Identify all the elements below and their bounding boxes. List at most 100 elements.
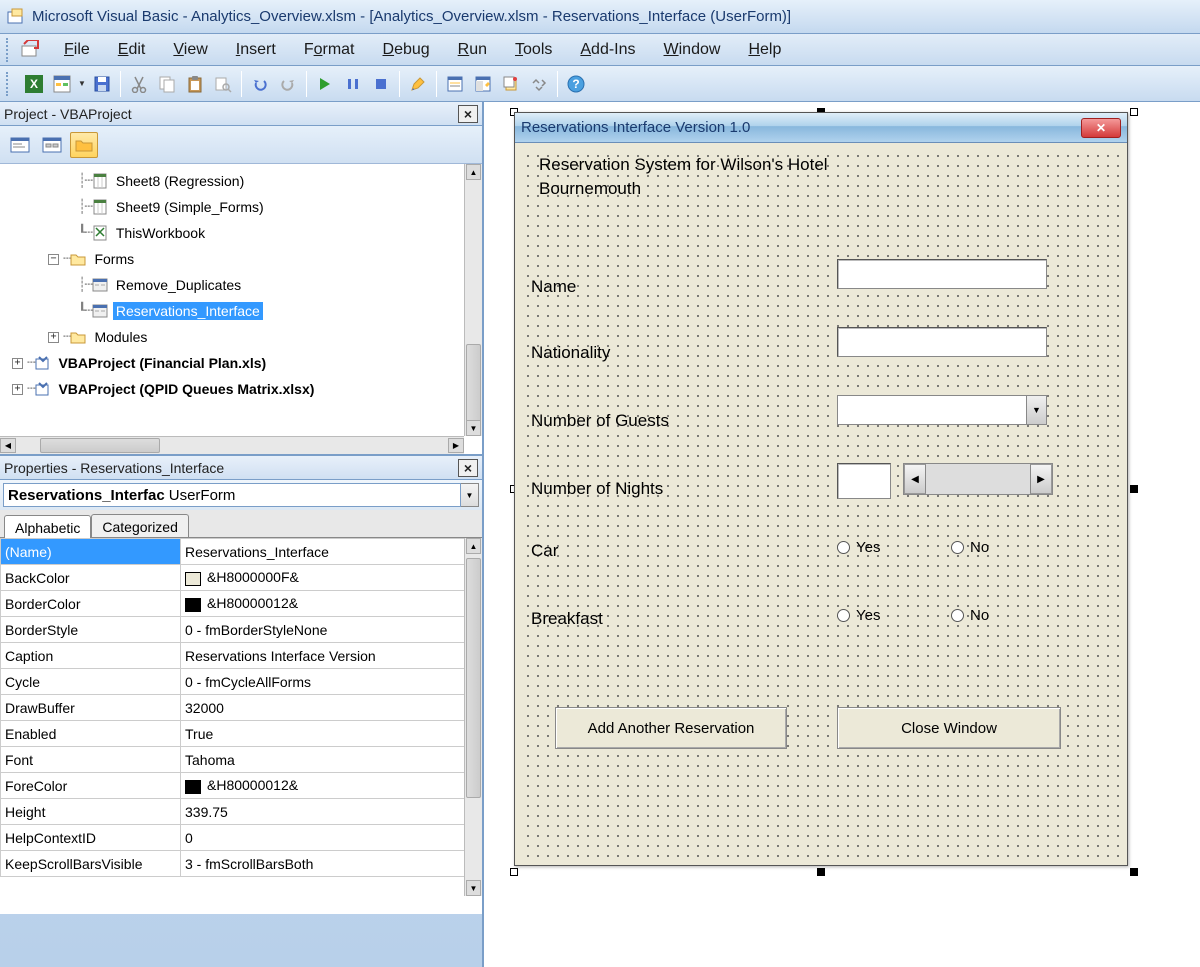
prop-value[interactable]: Tahoma [181,747,482,773]
menu-format[interactable]: Format [290,37,369,63]
chevron-down-icon[interactable]: ▼ [1026,396,1046,424]
prop-key[interactable]: Caption [1,643,181,669]
add-reservation-button[interactable]: Add Another Reservation [555,707,787,749]
design-mode-icon[interactable] [405,71,431,97]
prop-key[interactable]: KeepScrollBarsVisible [1,851,181,877]
properties-window-icon[interactable] [470,71,496,97]
run-icon[interactable] [312,71,338,97]
radio-car-yes[interactable]: Yes [837,539,880,556]
prop-key[interactable]: Enabled [1,721,181,747]
tree-item-thisworkbook[interactable]: ThisWorkbook [113,224,208,242]
prop-value[interactable]: &H8000000F& [181,565,482,591]
tree-item-reservations-interface[interactable]: Reservations_Interface [113,302,263,320]
paste-icon[interactable] [182,71,208,97]
tree-item-financial-plan[interactable]: VBAProject (Financial Plan.xls) [55,354,269,372]
prop-key[interactable]: BorderColor [1,591,181,617]
prop-key[interactable]: Cycle [1,669,181,695]
close-window-button[interactable]: Close Window [837,707,1061,749]
menu-debug[interactable]: Debug [369,37,444,63]
prop-value[interactable]: 32000 [181,695,482,721]
toolbar-grip[interactable] [6,72,14,96]
properties-panel-close[interactable]: × [458,459,478,477]
prop-value[interactable]: &H80000012& [181,773,482,799]
excel-icon[interactable]: X [21,71,47,97]
tab-categorized[interactable]: Categorized [91,514,189,537]
undo-icon[interactable] [247,71,273,97]
object-selector[interactable]: Reservations_Interfac UserForm [3,483,461,507]
project-tree[interactable]: ┊┄Sheet8 (Regression) ┊┄Sheet9 (Simple_F… [0,164,464,406]
menu-addins[interactable]: Add-Ins [566,37,649,63]
combo-guests[interactable]: ▼ [837,395,1047,425]
input-name[interactable] [837,259,1047,289]
tree-vscroll[interactable]: ▲▼ [464,164,482,436]
save-icon[interactable] [89,71,115,97]
menu-tools[interactable]: Tools [501,37,566,63]
tree-item-modules[interactable]: Modules [91,328,150,346]
tree-item-remove-duplicates[interactable]: Remove_Duplicates [113,276,244,294]
dropdown-icon[interactable]: ▼ [76,79,88,88]
expand-icon[interactable]: + [12,384,23,395]
view-code-icon[interactable] [6,132,34,158]
menu-view[interactable]: View [159,37,221,63]
menu-insert[interactable]: Insert [222,37,290,63]
form-designer[interactable]: Reservations Interface Version 1.0 ✕ Res… [484,102,1200,967]
tree-item-sheet8[interactable]: Sheet8 (Regression) [113,172,247,190]
input-nationality[interactable] [837,327,1047,357]
menu-help[interactable]: Help [734,37,795,63]
tab-alphabetic[interactable]: Alphabetic [4,515,91,538]
expand-icon[interactable]: + [12,358,23,369]
menu-file[interactable]: File [50,37,104,63]
dropdown-icon[interactable]: ▼ [461,483,479,507]
prop-key[interactable]: BorderStyle [1,617,181,643]
close-icon[interactable]: ✕ [1081,118,1121,138]
prop-value[interactable]: Reservations Interface Version [181,643,482,669]
prop-value[interactable]: Reservations_Interface [181,539,482,565]
prop-key[interactable]: (Name) [1,539,181,565]
userform-titlebar[interactable]: Reservations Interface Version 1.0 ✕ [515,113,1127,143]
toggle-folders-icon[interactable] [70,132,98,158]
prop-key[interactable]: Font [1,747,181,773]
prop-value[interactable]: 3 - fmScrollBarsBoth [181,851,482,877]
prop-key[interactable]: DrawBuffer [1,695,181,721]
props-vscroll[interactable]: ▲▼ [464,538,482,896]
userform[interactable]: Reservations Interface Version 1.0 ✕ Res… [514,112,1128,866]
view-object-icon[interactable] [38,132,66,158]
scroll-left-icon[interactable]: ◀ [904,464,926,494]
break-icon[interactable] [340,71,366,97]
copy-icon[interactable] [154,71,180,97]
radio-breakfast-yes[interactable]: Yes [837,607,880,624]
scroll-right-icon[interactable]: ▶ [1030,464,1052,494]
project-panel-close[interactable]: × [458,105,478,123]
redo-icon[interactable] [275,71,301,97]
radio-car-no[interactable]: No [951,539,989,556]
prop-value[interactable]: &H80000012& [181,591,482,617]
prop-value[interactable]: 0 - fmCycleAllForms [181,669,482,695]
prop-key[interactable]: HelpContextID [1,825,181,851]
insert-userform-icon[interactable] [49,71,75,97]
vb-return-icon[interactable] [20,40,40,60]
reset-icon[interactable] [368,71,394,97]
find-icon[interactable] [210,71,236,97]
project-explorer-icon[interactable] [442,71,468,97]
toolbox-icon[interactable] [526,71,552,97]
tree-item-sheet9[interactable]: Sheet9 (Simple_Forms) [113,198,267,216]
properties-grid[interactable]: (Name)Reservations_InterfaceBackColor&H8… [0,538,482,914]
prop-value[interactable]: True [181,721,482,747]
menu-grip[interactable] [6,38,14,62]
prop-key[interactable]: Height [1,799,181,825]
menu-window[interactable]: Window [650,37,735,63]
prop-value[interactable]: 339.75 [181,799,482,825]
tree-hscroll[interactable]: ◀▶ [0,436,464,454]
tree-item-qpid-queues[interactable]: VBAProject (QPID Queues Matrix.xlsx) [55,380,317,398]
help-icon[interactable]: ? [563,71,589,97]
menu-run[interactable]: Run [444,37,501,63]
nights-scrollbar[interactable]: ◀ ▶ [903,463,1053,495]
prop-key[interactable]: BackColor [1,565,181,591]
prop-value[interactable]: 0 - fmBorderStyleNone [181,617,482,643]
collapse-icon[interactable]: − [48,254,59,265]
tree-item-forms[interactable]: Forms [91,250,137,268]
radio-breakfast-no[interactable]: No [951,607,989,624]
input-nights[interactable] [837,463,891,499]
cut-icon[interactable] [126,71,152,97]
expand-icon[interactable]: + [48,332,59,343]
